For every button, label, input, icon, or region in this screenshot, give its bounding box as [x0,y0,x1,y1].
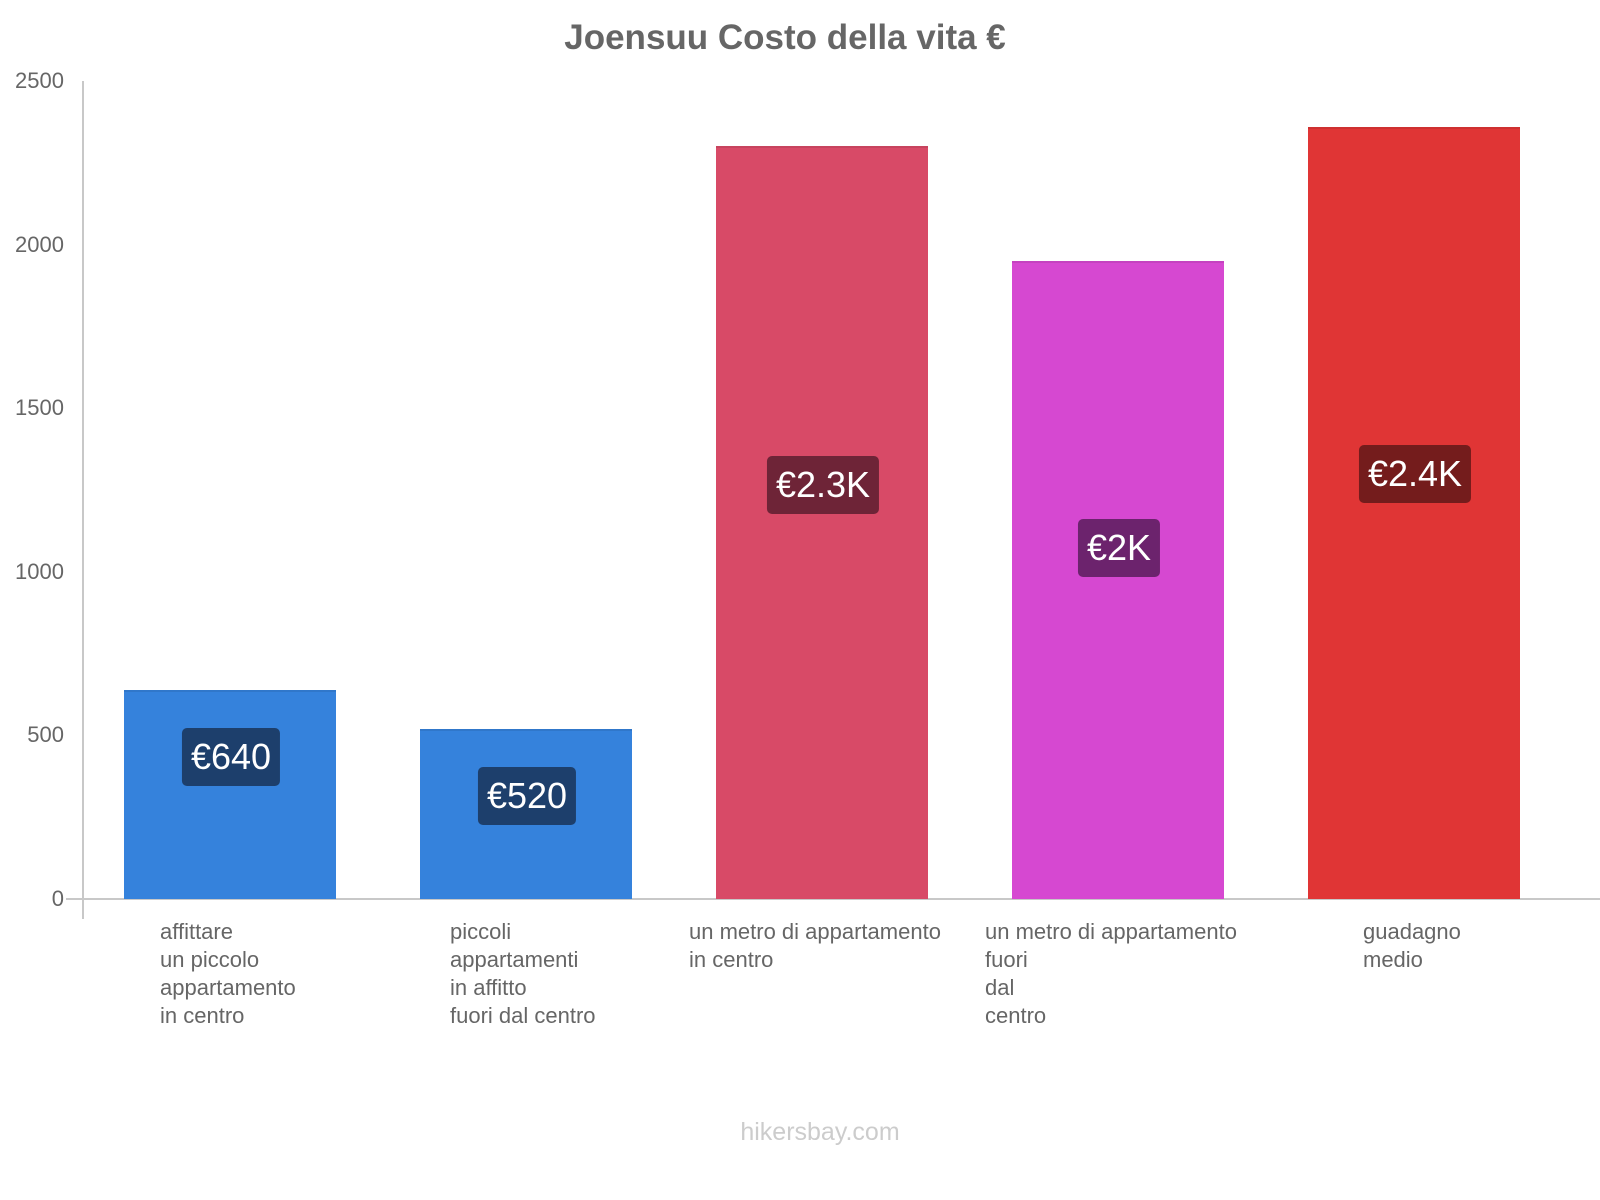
bar[interactable] [1012,260,1224,899]
y-tick-label: 1500 [15,395,64,421]
x-axis-line [66,898,1600,900]
bar-value-label: €520 [477,766,577,825]
x-category-label: un metro di appartamento in centro [689,919,941,972]
footer-watermark: hikersbay.com [740,1118,900,1146]
x-category-label: guadagno medio [1363,919,1461,972]
x-category-label: un metro di appartamento fuori dal centr… [985,919,1237,1028]
bar[interactable] [716,146,928,899]
y-tick-label: 1000 [15,558,64,584]
bar-value-label: €640 [181,727,281,786]
bar[interactable] [1308,126,1520,899]
x-category-label: affittare un piccolo appartamento in cen… [160,919,296,1028]
bar-value-label: €2K [1077,519,1161,578]
y-tick-label: 0 [51,886,64,911]
y-tick-label: 2000 [15,231,64,257]
bar-value-label: €2.3K [766,456,880,515]
y-tick-label: 500 [27,722,64,748]
bar-value-label: €2.4K [1358,445,1472,504]
y-axis-line [82,81,84,919]
y-tick-label: 2500 [15,68,64,93]
x-category-label: piccoli appartamenti in affitto fuori da… [450,919,596,1028]
chart-title: Joensuu Costo della vita € [564,18,1006,57]
y-tick-mark [66,898,82,900]
bar[interactable] [124,689,336,899]
